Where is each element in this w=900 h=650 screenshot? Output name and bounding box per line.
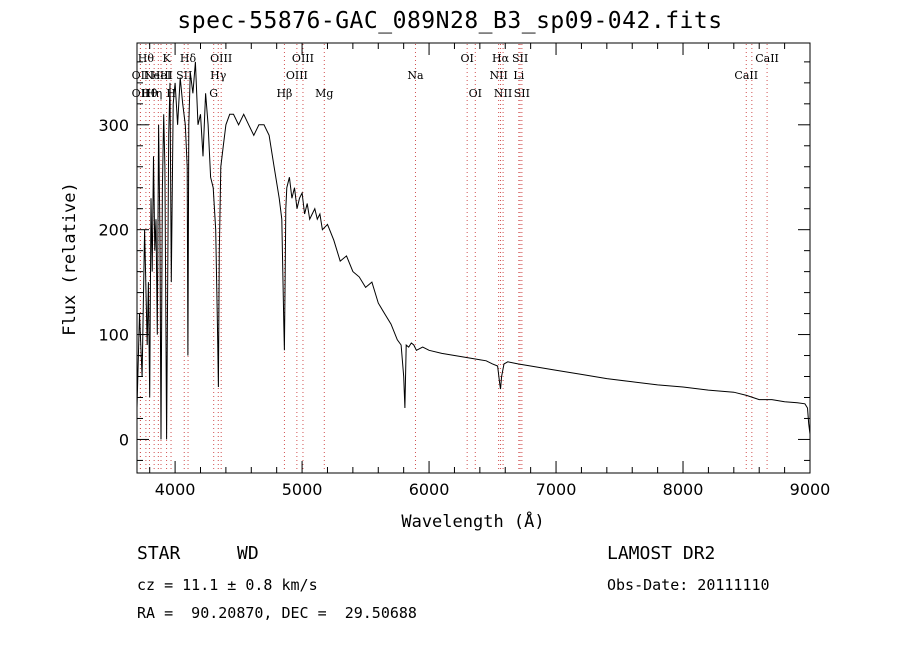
redshift-text: cz = 11.1 ± 0.8 km/s — [137, 576, 318, 594]
spectral-line-label: K — [162, 52, 171, 65]
spectral-line-markers — [139, 44, 768, 472]
spectral-line-label: Hθ — [141, 87, 158, 100]
spectral-line-label: OI — [460, 52, 473, 65]
spectral-line-label: Hα — [492, 52, 510, 65]
spectral-line-label: OII — [132, 87, 150, 100]
chart-title: spec-55876-GAC_089N28_B3_sp09-042.fits — [177, 8, 723, 34]
y-tick-label: 0 — [119, 430, 129, 449]
coordinates-text: RA = 90.20870, DEC = 29.50688 — [137, 604, 417, 622]
spectral-line-label: NeIII — [144, 69, 173, 82]
spectral-line-label: SII — [512, 52, 528, 65]
spectral-line-label: OII — [132, 69, 150, 82]
x-tick-label: 8000 — [663, 480, 704, 499]
x-axis-label: Wavelength (Å) — [401, 512, 545, 532]
x-tick-label: 9000 — [790, 480, 831, 499]
spectral-line-label: OI — [469, 87, 482, 100]
spectral-line-label: Li — [513, 69, 524, 82]
spectral-line-label: Hγ — [210, 69, 227, 82]
spectral-line-label: OIII — [292, 52, 314, 65]
y-axis-label: Flux (relative) — [60, 182, 80, 336]
x-tick-label: 5000 — [282, 480, 323, 499]
spectral-line-label: SII — [514, 87, 530, 100]
plot-frame — [136, 42, 811, 474]
x-tick-label: 4000 — [155, 480, 196, 499]
spectral-line-label: HeI — [151, 69, 171, 82]
survey-label: LAMOST DR2 — [607, 543, 716, 564]
spectral-line-label: Hη — [146, 87, 162, 100]
spectral-line-label: OIII — [210, 52, 232, 65]
spectral-line-label: Hδ — [180, 52, 197, 65]
axis-ticks: 4000 5000 6000 7000 8000 9000 0 100 200 300 — [98, 43, 830, 499]
spectral-line-label: Hβ — [276, 87, 292, 100]
spectral-line-label: H — [166, 87, 176, 100]
x-tick-label: 6000 — [409, 480, 450, 499]
spectrum-line — [136, 61, 811, 440]
x-tick-label: 7000 — [536, 480, 577, 499]
spectral-line-label: Na — [407, 69, 424, 82]
object-subclass: WD — [237, 543, 259, 564]
spectral-line-label: CaII — [734, 69, 758, 82]
spectral-line-label: NII — [489, 69, 507, 82]
y-tick-label: 200 — [98, 221, 129, 240]
object-class: STAR — [137, 543, 181, 564]
spectral-line-label: CaII — [755, 52, 779, 65]
spectral-line-label: G — [209, 87, 218, 100]
y-tick-label: 100 — [98, 326, 129, 345]
spectral-line-labels: OIIOIIHθHθHηNeIIIHeIKHSIIHδGHγOIIIHβOIII… — [132, 52, 779, 100]
y-tick-label: 300 — [98, 116, 129, 135]
spectral-line-label: NII — [494, 87, 512, 100]
spectral-line-label: Mg — [315, 87, 333, 100]
observation-date: Obs-Date: 20111110 — [607, 576, 770, 594]
spectral-line-label: Hθ — [138, 52, 155, 65]
spectral-line-label: OIII — [286, 69, 308, 82]
